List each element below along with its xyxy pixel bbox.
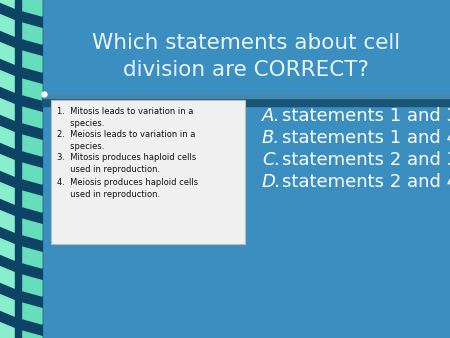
Polygon shape (17, 50, 42, 72)
Polygon shape (17, 190, 42, 212)
Polygon shape (17, 218, 42, 240)
Bar (42, 95, 450, 98)
Text: 2.  Meiosis leads to variation in a
     species.: 2. Meiosis leads to variation in a speci… (57, 130, 195, 151)
Text: 4.  Meiosis produces haploid cells
     used in reproduction.: 4. Meiosis produces haploid cells used i… (57, 178, 198, 199)
Text: 1.  Mitosis leads to variation in a
     species.: 1. Mitosis leads to variation in a speci… (57, 107, 194, 128)
Polygon shape (17, 330, 42, 338)
Polygon shape (17, 246, 42, 268)
Polygon shape (17, 0, 42, 16)
Polygon shape (17, 134, 42, 156)
Polygon shape (0, 15, 17, 37)
Text: division are CORRECT?: division are CORRECT? (123, 60, 369, 80)
Text: statements 2 and 4: statements 2 and 4 (282, 173, 450, 191)
Polygon shape (0, 239, 17, 261)
Bar (15, 0, 21, 338)
Polygon shape (0, 267, 17, 289)
Bar (42, 97, 450, 106)
Text: statements 1 and 3: statements 1 and 3 (282, 107, 450, 125)
Polygon shape (17, 273, 42, 296)
Text: D.: D. (262, 173, 282, 191)
Polygon shape (0, 154, 17, 177)
Polygon shape (0, 127, 17, 149)
Polygon shape (17, 78, 42, 100)
FancyBboxPatch shape (51, 100, 245, 244)
Polygon shape (17, 22, 42, 44)
Polygon shape (0, 71, 17, 93)
Text: C.: C. (262, 151, 280, 169)
Text: statements 1 and 4: statements 1 and 4 (282, 129, 450, 147)
Polygon shape (0, 99, 17, 121)
Polygon shape (17, 301, 42, 324)
Text: B.: B. (262, 129, 280, 147)
Bar (0, 0, 42, 338)
Text: A.: A. (262, 107, 280, 125)
Polygon shape (17, 105, 42, 128)
Polygon shape (17, 162, 42, 184)
Polygon shape (0, 295, 17, 317)
Text: 3.  Mitosis produces haploid cells
     used in reproduction.: 3. Mitosis produces haploid cells used i… (57, 153, 196, 174)
Polygon shape (0, 211, 17, 233)
Polygon shape (0, 0, 17, 9)
Polygon shape (0, 183, 17, 205)
Text: statements 2 and 3: statements 2 and 3 (282, 151, 450, 169)
Polygon shape (0, 43, 17, 65)
Text: Which statements about cell: Which statements about cell (92, 33, 400, 53)
Polygon shape (0, 322, 17, 338)
